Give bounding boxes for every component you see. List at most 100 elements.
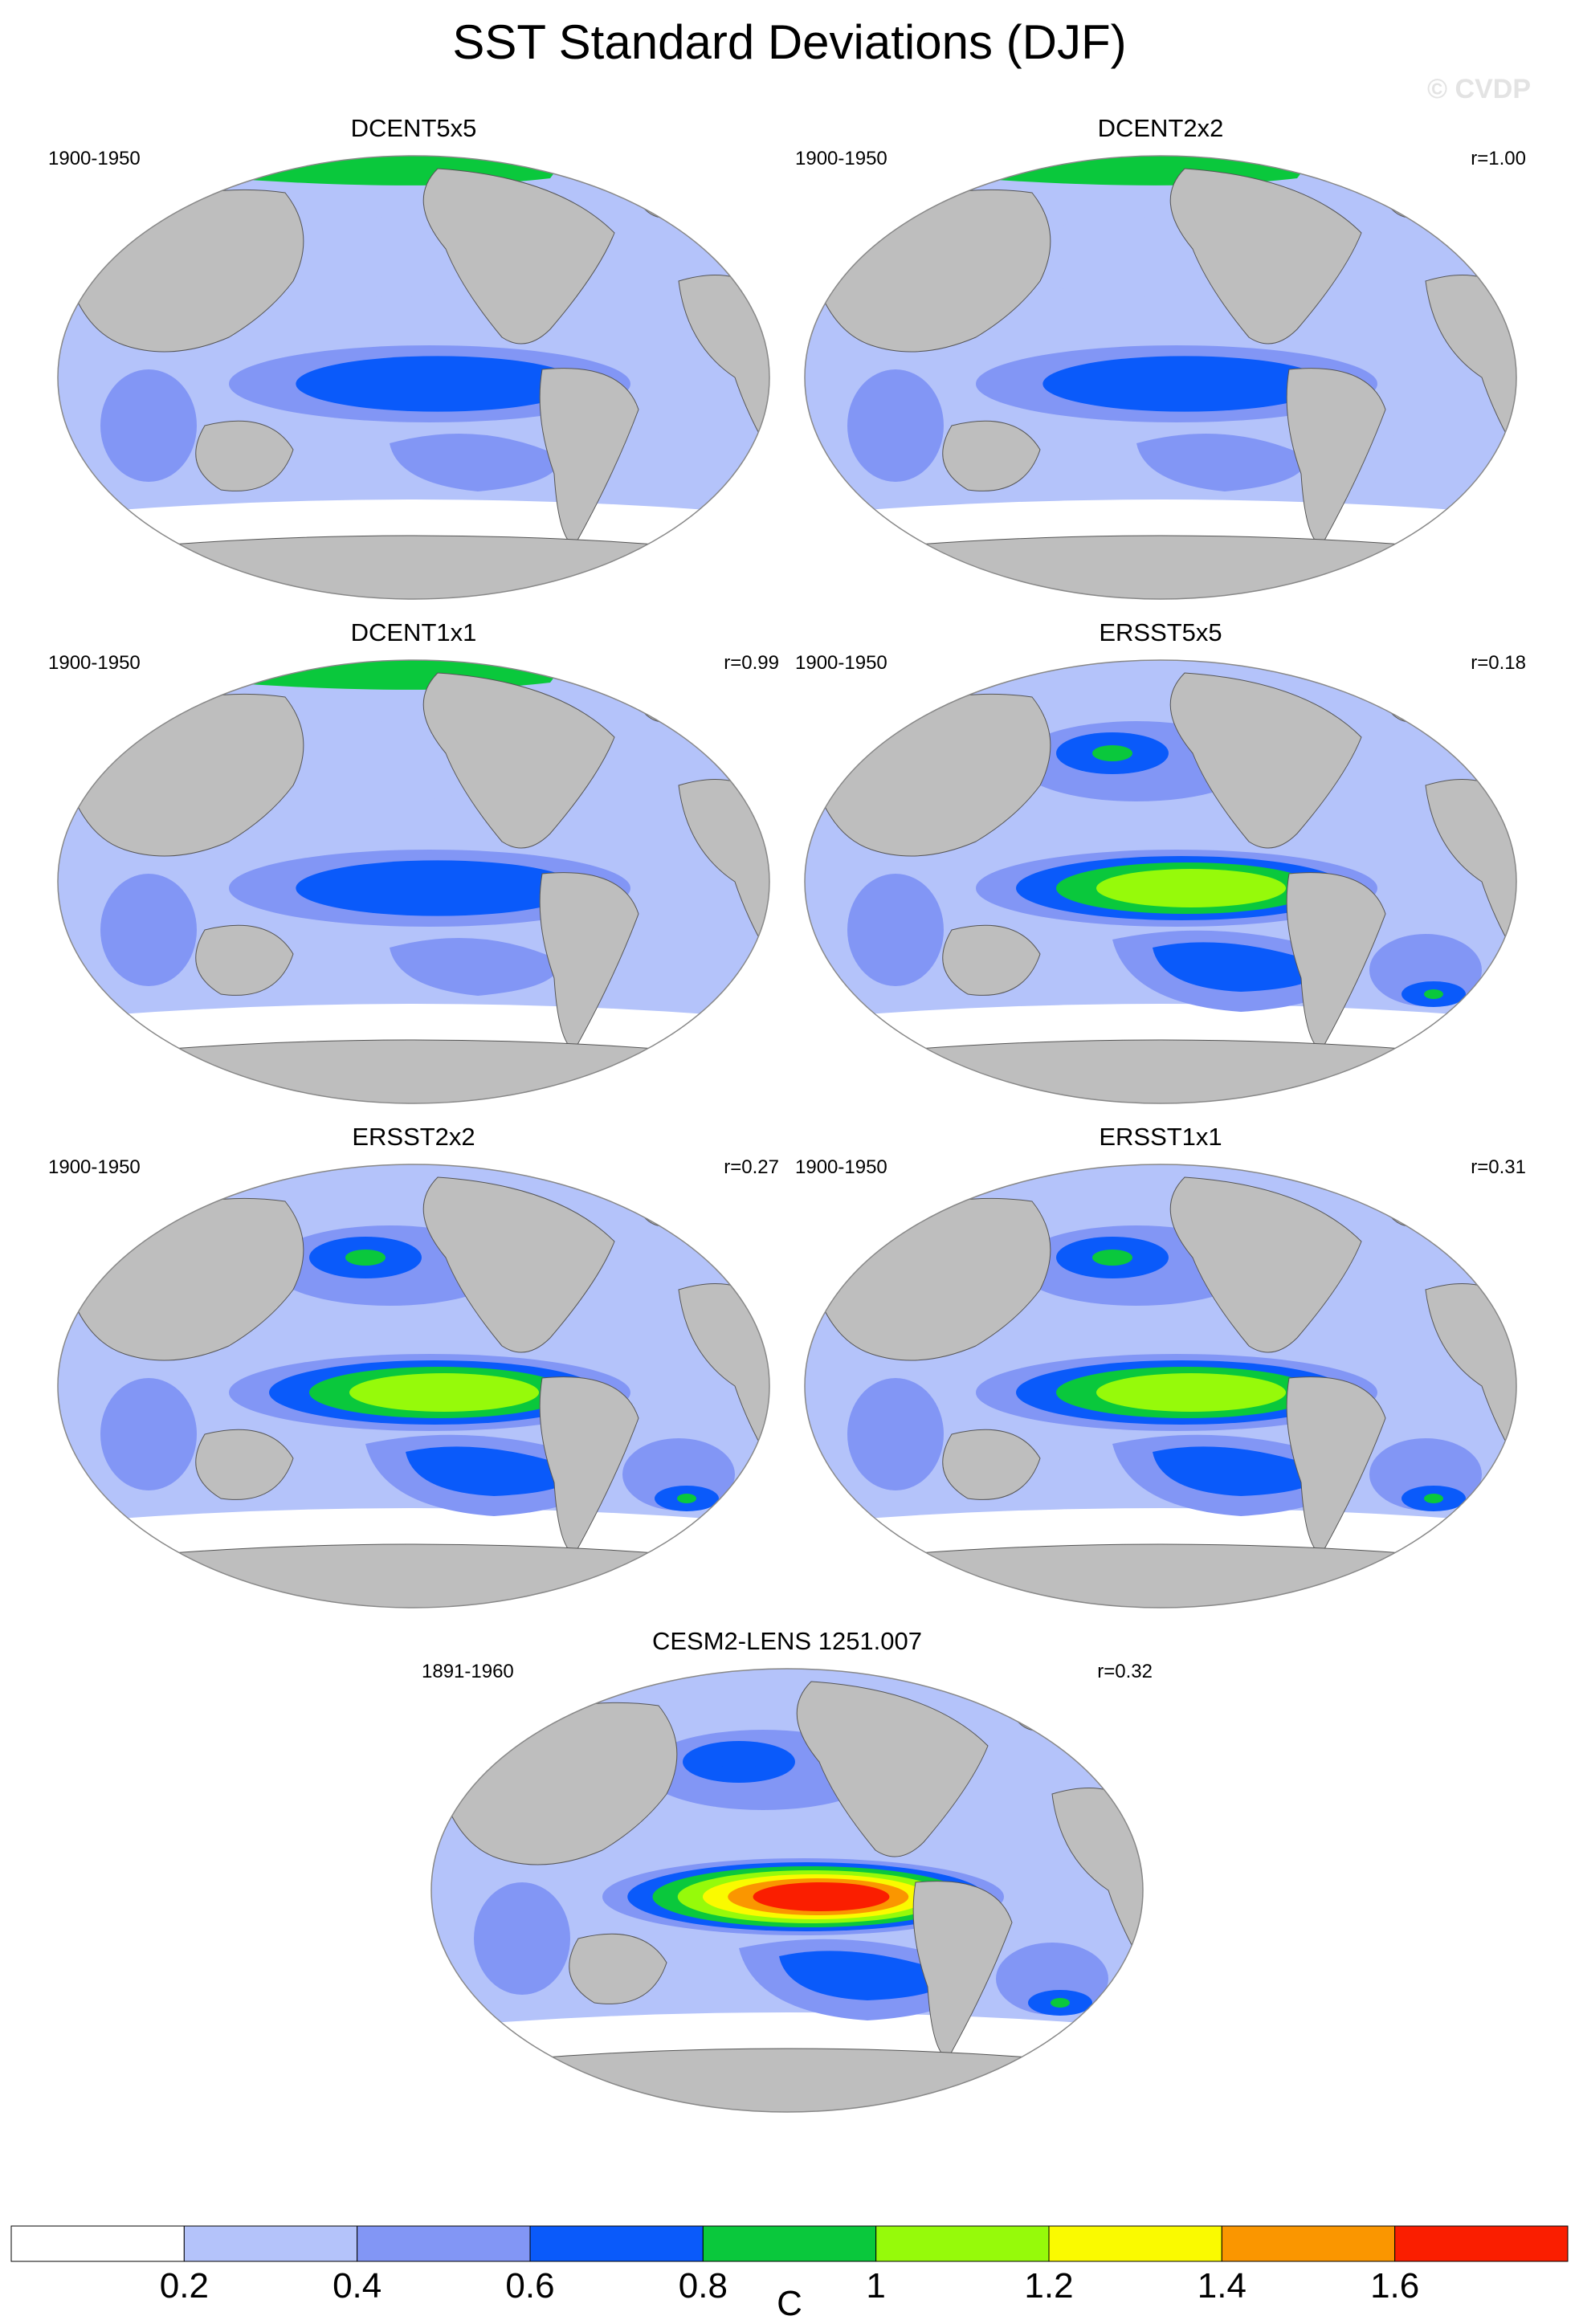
sst-map	[804, 659, 1517, 1104]
southern-ocean-band	[390, 938, 559, 996]
land-south-america	[1286, 1376, 1386, 1555]
arctic-peak	[173, 660, 253, 676]
north-pacific-peak	[719, 1754, 759, 1770]
figure-title: SST Standard Deviations (DJF)	[452, 15, 1127, 69]
map-outline	[804, 155, 1517, 600]
land-antarctica	[58, 535, 769, 599]
land-south-america	[912, 1881, 1013, 2060]
map-panel: CESM2-LENS 1251.007 1891-1960 r=0.32	[414, 1627, 1161, 2117]
colorbar-box	[357, 2225, 531, 2262]
southern-ocean-band	[1136, 434, 1306, 491]
south-atlantic-region	[622, 430, 735, 502]
north-pacific-peak	[1092, 1250, 1132, 1266]
land-south-america	[1286, 872, 1386, 1051]
tropical-pacific-contour	[753, 1882, 890, 1911]
panel-title: DCENT5x5	[350, 114, 477, 142]
colorbar-tick-label: 0.6	[505, 2266, 555, 2306]
panel-correlation: r=0.32	[1097, 1661, 1153, 1682]
map-panel: DCENT2x2 1900-1950 r=1.00	[787, 114, 1534, 604]
land-antarctica	[431, 2048, 1143, 2112]
panel-correlation: r=0.27	[724, 1156, 779, 1178]
panel-title: ERSST5x5	[1099, 618, 1222, 646]
panel-correlation: r=1.00	[1471, 148, 1526, 169]
map-outline	[57, 1164, 770, 1608]
tropical-pacific-contour	[1042, 356, 1327, 412]
indian-ocean-region	[847, 874, 944, 986]
panel-correlation: r=0.18	[1471, 652, 1526, 674]
north-pacific-peak	[1092, 745, 1132, 761]
map-outline	[804, 659, 1517, 1104]
map-panel: ERSST1x1 1900-1950 r=0.31	[787, 1123, 1534, 1613]
indian-ocean-region	[100, 1378, 197, 1490]
land-australia	[942, 924, 1041, 996]
panel-title: DCENT2x2	[1097, 114, 1224, 142]
tropical-pacific-contour	[1096, 869, 1286, 907]
sst-map	[57, 659, 770, 1104]
map-outline	[57, 659, 770, 1104]
cvdp-watermark: © CVDP	[1427, 74, 1531, 104]
map-panel: ERSST2x2 1900-1950 r=0.27	[40, 1123, 787, 1613]
land-north-america	[1169, 168, 1362, 345]
tropical-pacific-contour	[1096, 1373, 1286, 1412]
panel-correlation: r=0.31	[1471, 1156, 1526, 1178]
sst-map	[804, 1164, 1517, 1608]
land-north-america	[1169, 672, 1362, 849]
south-atlantic-peak	[1051, 1998, 1070, 2008]
colorbar-unit-label: C	[777, 2284, 802, 2323]
sst-map	[57, 1164, 770, 1608]
panel-title: ERSST2x2	[352, 1123, 475, 1151]
arctic-band	[920, 156, 1321, 186]
colorbar-tick-label: 1.6	[1370, 2266, 1420, 2306]
arctic-peak	[173, 156, 253, 172]
panel-period: 1900-1950	[795, 652, 887, 674]
panel-period: 1900-1950	[795, 1156, 887, 1178]
colorbar-box	[529, 2225, 704, 2262]
colorbar-box	[10, 2225, 185, 2262]
land-australia	[942, 420, 1041, 491]
south-atlantic-peak	[1424, 1494, 1443, 1503]
southern-ocean-band	[390, 434, 559, 491]
indian-ocean-region	[100, 369, 197, 482]
indian-ocean-region	[847, 369, 944, 482]
land-antarctica	[805, 535, 1516, 599]
colorbar-box	[1048, 2225, 1222, 2262]
colorbar-tick-label: 0.4	[333, 2266, 382, 2306]
land-north-america	[422, 672, 615, 849]
land-antarctica	[805, 1039, 1516, 1103]
indian-ocean-region	[100, 874, 197, 986]
panel-period: 1900-1950	[48, 1156, 141, 1178]
indian-ocean-region	[474, 1882, 570, 1995]
land-north-america	[422, 168, 615, 345]
map-panel: DCENT5x5 1900-1950	[40, 114, 787, 604]
land-antarctica	[58, 1543, 769, 1608]
land-south-america	[1286, 368, 1386, 547]
panel-period: 1891-1960	[422, 1661, 514, 1682]
colorbar-box	[1394, 2225, 1569, 2262]
arctic-max	[190, 660, 219, 670]
north-pacific-peak	[345, 1250, 386, 1266]
tropical-pacific-contour	[349, 1373, 539, 1412]
panel-correlation: r=0.99	[724, 652, 779, 674]
land-north-america	[796, 1681, 989, 1857]
land-south-america	[539, 872, 639, 1051]
south-atlantic-peak	[677, 1494, 696, 1503]
southern-ocean-core	[779, 1951, 949, 2000]
land-antarctica	[58, 1039, 769, 1103]
panel-title: DCENT1x1	[350, 618, 477, 646]
south-atlantic-region	[1369, 430, 1482, 502]
arctic-band	[173, 156, 574, 186]
southern-ocean-core	[406, 1446, 575, 1496]
arctic-band	[173, 660, 574, 690]
colorbar-box	[702, 2225, 877, 2262]
land-australia	[195, 1429, 294, 1500]
colorbar-tick-label: 1.4	[1197, 2266, 1246, 2306]
land-north-america	[1169, 1176, 1362, 1353]
land-south-america	[539, 1376, 639, 1555]
colorbar-tick-label: 1	[866, 2266, 886, 2306]
map-outline	[57, 155, 770, 600]
land-antarctica	[805, 1543, 1516, 1608]
sst-map	[57, 155, 770, 600]
sst-map	[430, 1668, 1144, 2113]
panel-title: ERSST1x1	[1099, 1123, 1222, 1151]
panel-period: 1900-1950	[48, 652, 141, 674]
